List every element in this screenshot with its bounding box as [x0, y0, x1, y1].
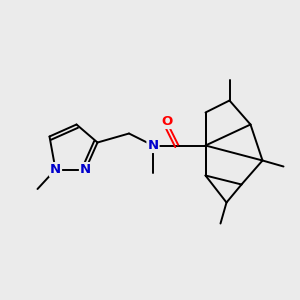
Text: O: O	[161, 115, 172, 128]
Text: N: N	[50, 163, 61, 176]
Text: N: N	[80, 163, 91, 176]
Text: N: N	[147, 139, 159, 152]
